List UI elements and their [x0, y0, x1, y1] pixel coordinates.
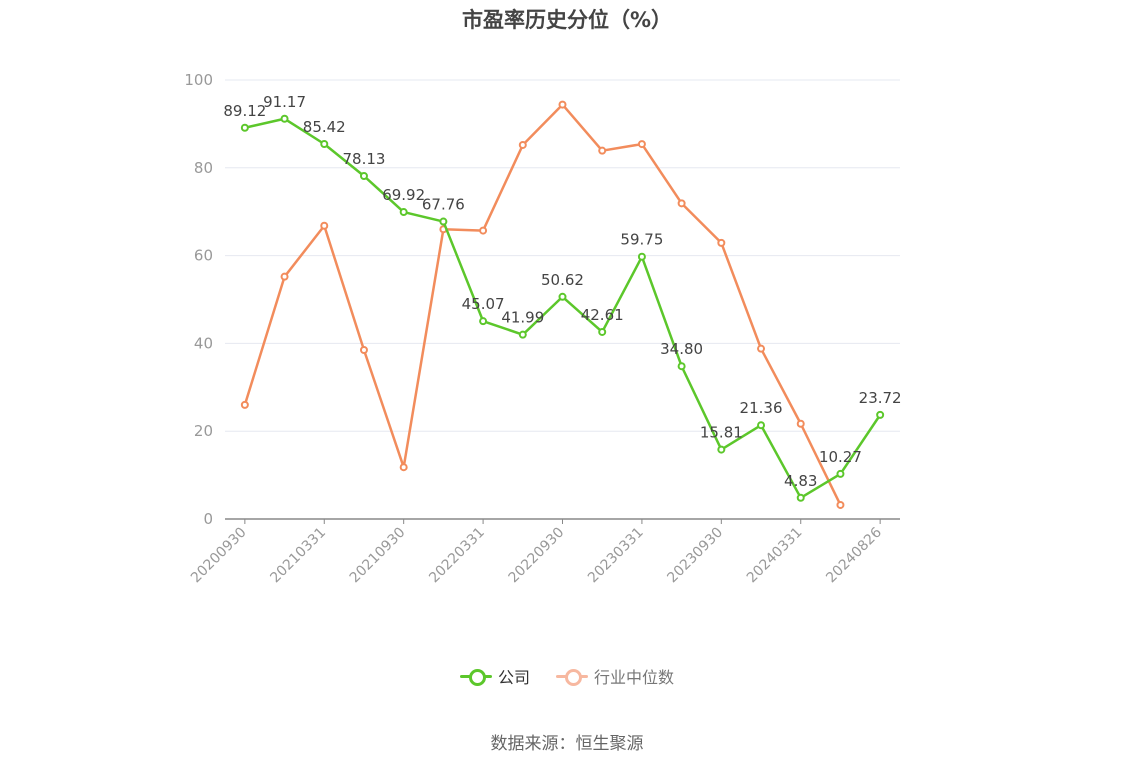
- data-point-company: [439, 217, 448, 226]
- data-label-company: 91.17: [263, 93, 306, 111]
- x-tick-label: 20240331: [744, 525, 806, 587]
- data-point-company: [479, 317, 488, 326]
- y-tick-label: 0: [203, 510, 213, 528]
- x-tick-label: 20210930: [347, 525, 409, 587]
- data-label-company: 15.81: [700, 424, 743, 442]
- data-point-industry: [598, 146, 607, 155]
- legend-item-industry[interactable]: 行业中位数: [556, 664, 674, 688]
- data-point-company: [717, 445, 726, 454]
- data-point-company: [598, 327, 607, 336]
- data-point-industry: [518, 140, 527, 149]
- data-point-industry: [637, 140, 646, 149]
- x-axis: 20200930 20210331 20210930 20220331 20220930…: [188, 518, 900, 587]
- data-point-industry: [399, 463, 408, 472]
- data-label-company: 50.62: [541, 271, 584, 289]
- y-tick-label: 40: [194, 334, 213, 352]
- data-point-company: [836, 469, 845, 478]
- data-label-company: 10.27: [819, 448, 862, 466]
- data-label-company: 21.36: [740, 399, 783, 417]
- data-label-company: 67.76: [422, 196, 465, 214]
- data-point-company: [359, 172, 368, 181]
- x-tick-label: 20210331: [267, 525, 329, 587]
- y-tick-label: 100: [184, 71, 213, 89]
- data-point-company: [637, 252, 646, 261]
- data-point-company: [677, 362, 686, 371]
- legend-label-company: 公司: [497, 668, 530, 687]
- data-point-industry: [240, 400, 249, 409]
- data-point-company: [796, 493, 805, 502]
- y-tick-label: 80: [194, 159, 213, 177]
- series-layer: [240, 100, 885, 509]
- data-source: 数据来源：恒生聚源: [490, 734, 644, 754]
- grid-lines: [225, 79, 900, 432]
- chart-title: 市盈率历史分位（%）: [461, 8, 673, 32]
- data-label-company: 78.13: [342, 150, 385, 168]
- data-point-industry: [836, 500, 845, 509]
- data-point-industry: [320, 221, 329, 230]
- data-point-company: [876, 410, 885, 419]
- legend-label-industry: 行业中位数: [594, 668, 675, 687]
- data-point-industry: [280, 272, 289, 281]
- data-label-company: 45.07: [462, 295, 505, 313]
- x-tick-label: 20240826: [823, 524, 885, 586]
- data-point-industry: [717, 238, 726, 247]
- x-tick-label: 20220331: [426, 525, 488, 587]
- data-label-company: 69.92: [382, 186, 425, 204]
- data-label-company: 4.83: [784, 472, 817, 490]
- data-point-company: [757, 421, 766, 430]
- data-label-company: 42.61: [581, 306, 624, 324]
- data-point-industry: [757, 344, 766, 353]
- data-point-industry: [359, 345, 368, 354]
- series-line-industry: [243, 103, 842, 506]
- data-point-industry: [796, 419, 805, 428]
- data-point-company: [399, 208, 408, 217]
- data-point-company: [518, 330, 527, 339]
- data-label-company: 34.80: [660, 340, 703, 358]
- legend-item-company[interactable]: 公司: [459, 664, 530, 688]
- data-point-industry: [677, 199, 686, 208]
- legend-swatch-company: [459, 666, 492, 686]
- x-tick-label: 20200930: [188, 525, 250, 587]
- y-tick-label: 60: [194, 247, 213, 265]
- data-label-company: 41.99: [501, 309, 544, 327]
- y-axis-ticks: 0 20 40 60 80 100: [184, 71, 213, 528]
- data-point-company: [280, 114, 289, 123]
- data-label-company: 59.75: [620, 231, 663, 249]
- data-point-company: [558, 292, 567, 301]
- x-tick-label: 20220930: [506, 525, 568, 587]
- data-point-company: [320, 140, 329, 149]
- series-line-company: [244, 117, 882, 500]
- legend-swatch-industry: [556, 666, 588, 686]
- data-point-industry: [558, 100, 567, 109]
- data-label-company: 23.72: [859, 389, 902, 407]
- data-label-company: 85.42: [303, 118, 346, 136]
- data-point-company: [240, 123, 249, 132]
- data-label-company: 89.12: [223, 102, 266, 120]
- y-tick-label: 20: [194, 422, 213, 440]
- x-tick-label: 20230930: [664, 525, 726, 587]
- data-point-industry: [479, 226, 488, 235]
- x-tick-label: 20230331: [585, 525, 647, 587]
- legend: 公司 行业中位数: [0, 664, 1134, 688]
